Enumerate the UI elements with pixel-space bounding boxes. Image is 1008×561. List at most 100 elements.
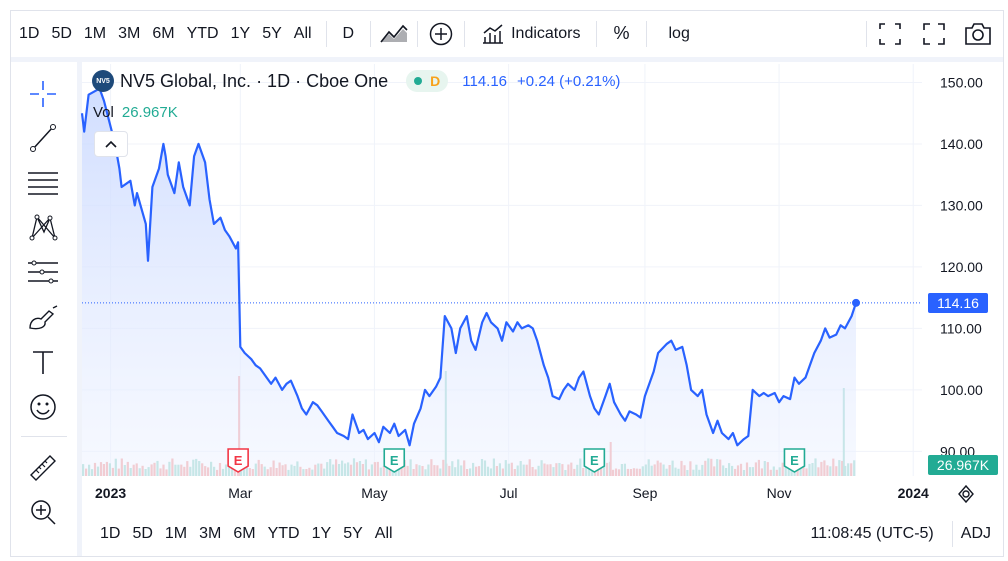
chevron-up-icon [105,140,117,148]
last-price: 114.16 [462,72,508,90]
earnings-label: E [390,453,399,468]
bottom-range-button-all[interactable]: All [374,525,393,542]
earnings-marker[interactable]: E [383,448,406,473]
range-button-6m[interactable]: 6M [152,24,175,42]
symbol-title[interactable]: NV5 Global, Inc. · 1D · Cboe One [120,70,389,91]
range-button-3m[interactable]: 3M [118,24,141,42]
chart-widget [10,10,1004,557]
drawing-toolbar [11,62,77,556]
price-tick-label: 130.00 [940,197,983,213]
indicators-button[interactable]: Indicators [473,18,588,50]
divider [866,20,867,47]
brush-icon[interactable] [25,300,61,336]
earnings-badge [583,448,606,473]
divider [370,20,372,47]
range-button-1m[interactable]: 1M [83,24,107,42]
interval-button[interactable]: D [342,24,355,42]
price-axis: 150.00140.00130.00120.00110.00100.0090.0… [940,74,983,459]
bottom-range-button-3m[interactable]: 3M [199,525,222,542]
chart-legend: NV5 NV5 Global, Inc. · 1D · Cboe One D 1… [92,70,620,92]
fullscreen-icon[interactable] [919,18,949,50]
zoom-in-icon[interactable] [25,494,61,530]
divider [464,20,466,47]
volume-value: 26.967K [121,104,178,121]
range-button-ytd[interactable]: YTD [186,24,219,42]
clock[interactable]: 11:08:45 (UTC-5) [810,525,934,542]
price-line [80,87,858,447]
divider [596,20,598,47]
time-tick-label: Jul [500,485,518,501]
last-volume-tag: 26.967K [928,455,998,475]
bottom-range-button-5y[interactable]: 5Y [343,525,363,542]
earnings-badge [783,448,806,473]
time-tick-label: May [361,485,387,501]
range-button-5d[interactable]: 5D [51,24,72,42]
last-price-tag: 114.16 [928,293,988,313]
fib-retracement-icon[interactable] [25,165,61,201]
percent-scale-button[interactable]: % [613,23,630,43]
emoji-icon[interactable] [25,389,61,425]
time-tick-label: Nov [767,485,792,501]
toolbar-divider [11,57,1003,62]
price-tick-label: 110.00 [940,320,982,336]
pattern-icon[interactable] [25,209,61,245]
divider [325,20,327,47]
earnings-marker[interactable]: E [583,448,606,473]
range-button-1y[interactable]: 1Y [230,24,251,42]
camera-icon[interactable] [963,18,993,50]
collapse-legend-button[interactable] [94,131,128,157]
price-tick-label: 140.00 [940,136,983,152]
last-price-dot [852,298,861,307]
bottom-range-button-1m[interactable]: 1M [164,525,188,542]
volume-legend: Vol 26.967K [93,104,178,121]
range-button-5y[interactable]: 5Y [262,24,282,42]
top-range-group: 1D 5D 1M 3M 6M YTD 1Y 5Y All [13,18,318,50]
bottom-range-button-6m[interactable]: 6M [233,525,256,542]
earnings-label: E [590,453,599,468]
chart-type-icon[interactable] [379,18,409,50]
fit-screen-icon[interactable] [875,18,905,50]
range-button-1d[interactable]: 1D [19,24,40,42]
earnings-badge [227,448,249,473]
divider [645,20,647,47]
earnings-marker[interactable]: E [227,448,249,473]
price-tick-label: 150.00 [940,74,983,90]
data-delay-letter: D [430,73,441,89]
volume-label: Vol [93,104,114,121]
trend-line-icon[interactable] [25,120,61,156]
bottom-range-button-1d[interactable]: 1D [100,525,121,542]
divider [417,20,419,47]
top-toolbar: 1D 5D 1M 3M 6M YTD 1Y 5Y All D Indicators % log [11,11,1003,56]
bottom-range-button-5d[interactable]: 5D [132,525,153,542]
range-button-all[interactable]: All [293,24,312,42]
time-tick-label: Mar [228,485,252,501]
bottom-range-group: 1D 5D 1M 3M 6M YTD 1Y 5Y All [94,519,399,549]
time-tick-label: 2024 [898,485,929,501]
earnings-marker[interactable]: E [783,448,806,473]
indicators-label: Indicators [511,24,581,42]
sidebar-divider [77,62,82,556]
crosshair-icon[interactable] [25,76,61,112]
time-tick-label: 2023 [95,485,126,501]
log-scale-button[interactable]: log [668,24,690,42]
indicators-icon [483,23,504,44]
time-axis: 2023 Mar May Jul Sep Nov 2024 [95,485,929,501]
price-tick-label: 120.00 [940,259,983,275]
ruler-icon[interactable] [25,450,61,486]
market-status-pill[interactable]: D [406,70,449,92]
price-change: +0.24 (+0.21%) [517,72,621,90]
price-tick-label: 100.00 [940,382,983,398]
symbol-logo[interactable]: NV5 [92,70,114,92]
forecast-icon[interactable] [25,254,61,290]
compare-add-icon[interactable] [426,18,456,50]
tool-separator [21,436,67,437]
earnings-label: E [234,453,243,468]
text-tool-icon[interactable] [25,344,61,380]
bottom-range-button-1y[interactable]: 1Y [311,525,332,542]
bottom-toolbar: 1D 5D 1M 3M 6M YTD 1Y 5Y All 11:08:45 (UTC-5) AD… [82,512,1003,556]
settings-icon[interactable] [955,483,977,505]
earnings-label: E [790,453,799,468]
bottom-range-button-ytd[interactable]: YTD [267,525,300,542]
adj-button[interactable]: ADJ [960,525,991,542]
